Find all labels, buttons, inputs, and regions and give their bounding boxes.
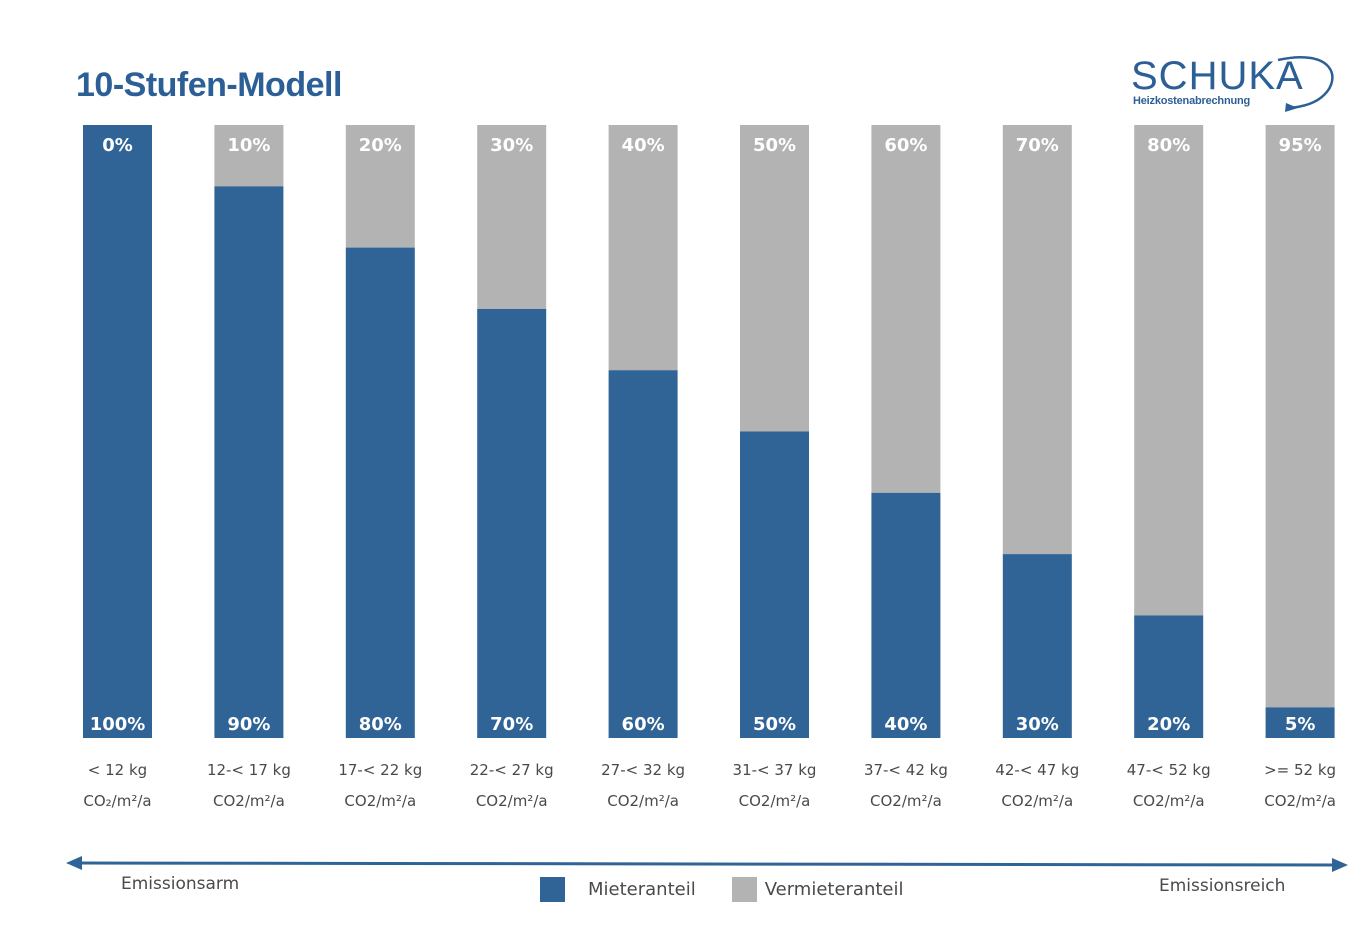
data-label-bottom-8: 20%: [1147, 714, 1190, 735]
bar-mieter-0: [83, 125, 152, 738]
legend-swatch-vermieter: [731, 877, 757, 902]
logo-subtitle: Heizkostenabrechnung: [1133, 95, 1251, 107]
tick-unit-1: CO2/m²/a: [213, 792, 285, 810]
data-label-top-1: 10%: [227, 135, 270, 156]
bar-mieter-2: [345, 247, 415, 738]
bar-vermieter-8: [1134, 125, 1204, 616]
tick-label-6: 37-< 42 kg: [864, 761, 948, 779]
data-label-top-6: 60%: [884, 135, 927, 156]
tick-unit-0: CO₂/m²/a: [83, 792, 151, 810]
bar-vermieter-1: [214, 125, 284, 187]
tick-label-3: 22-< 27 kg: [470, 761, 554, 779]
tick-unit-5: CO2/m²/a: [739, 792, 811, 810]
data-label-top-7: 70%: [1016, 135, 1059, 156]
tick-label-0: < 12 kg: [88, 761, 147, 779]
schuka-logo: SCHUKA Heizkostenabrechnung: [1128, 50, 1338, 116]
bar-vermieter-2: [345, 125, 415, 248]
tick-label-4: 27-< 32 kg: [601, 761, 685, 779]
bar-mieter-7: [1002, 554, 1072, 738]
axis-left-label: Emissionsarm: [121, 874, 240, 894]
data-label-top-3: 30%: [490, 135, 533, 156]
data-label-bottom-9: 5%: [1285, 714, 1316, 735]
bar-mieter-8: [1134, 615, 1204, 738]
bar-vermieter-6: [871, 125, 941, 493]
data-label-bottom-0: 100%: [90, 714, 146, 735]
tick-unit-3: CO2/m²/a: [476, 792, 548, 810]
legend-label-vermieter: Vermieteranteil: [764, 879, 904, 900]
data-label-bottom-3: 70%: [490, 714, 533, 735]
page-title: 10-Stufen-Modell: [76, 66, 342, 104]
tick-label-5: 31-< 37 kg: [733, 761, 817, 779]
bar-vermieter-7: [1002, 125, 1072, 555]
data-label-bottom-1: 90%: [227, 714, 270, 735]
axis-right-label: Emissionsreich: [1159, 876, 1286, 896]
tick-label-8: 47-< 52 kg: [1127, 761, 1211, 779]
data-label-bottom-7: 30%: [1016, 714, 1059, 735]
chart-legend: Mieteranteil Vermieteranteil: [540, 877, 904, 902]
data-label-top-2: 20%: [359, 135, 402, 156]
bar-vermieter-5: [740, 125, 809, 432]
emission-axis-line: [79, 861, 1335, 867]
legend-label-mieter: Mieteranteil: [588, 879, 696, 900]
tick-unit-9: CO2/m²/a: [1264, 792, 1336, 810]
data-label-bottom-2: 80%: [359, 714, 402, 735]
bar-mieter-5: [740, 431, 809, 738]
data-label-top-8: 80%: [1147, 135, 1190, 156]
data-label-top-0: 0%: [102, 135, 133, 156]
tick-label-9: >= 52 kg: [1264, 761, 1336, 779]
data-label-top-9: 95%: [1279, 135, 1322, 156]
tick-unit-2: CO2/m²/a: [344, 792, 416, 810]
logo-swoosh-icon: [1277, 56, 1334, 112]
logo-wordmark: SCHUKA: [1131, 54, 1304, 98]
arrow-left-icon: [66, 856, 82, 870]
tick-label-2: 17-< 22 kg: [338, 761, 422, 779]
bar-mieter-4: [608, 370, 678, 738]
legend-swatch-mieter: [540, 877, 565, 902]
tick-unit-4: CO2/m²/a: [607, 792, 679, 810]
data-label-top-5: 50%: [753, 135, 796, 156]
data-label-bottom-6: 40%: [884, 714, 927, 735]
bar-mieter-9: [1265, 707, 1335, 738]
data-label-bottom-4: 60%: [622, 714, 665, 735]
tick-unit-6: CO2/m²/a: [870, 792, 942, 810]
bar-vermieter-3: [477, 125, 547, 309]
tick-label-7: 42-< 47 kg: [995, 761, 1079, 779]
tick-unit-7: CO2/m²/a: [1001, 792, 1073, 810]
data-label-bottom-5: 50%: [753, 714, 796, 735]
data-label-top-4: 40%: [622, 135, 665, 156]
tick-label-1: 12-< 17 kg: [207, 761, 291, 779]
arrow-right-icon: [1332, 858, 1348, 872]
bar-vermieter-4: [608, 125, 678, 371]
bar-mieter-1: [214, 186, 284, 739]
bar-mieter-6: [871, 492, 941, 738]
bar-vermieter-9: [1265, 125, 1335, 708]
bar-mieter-3: [477, 308, 547, 738]
tick-unit-8: CO2/m²/a: [1133, 792, 1205, 810]
